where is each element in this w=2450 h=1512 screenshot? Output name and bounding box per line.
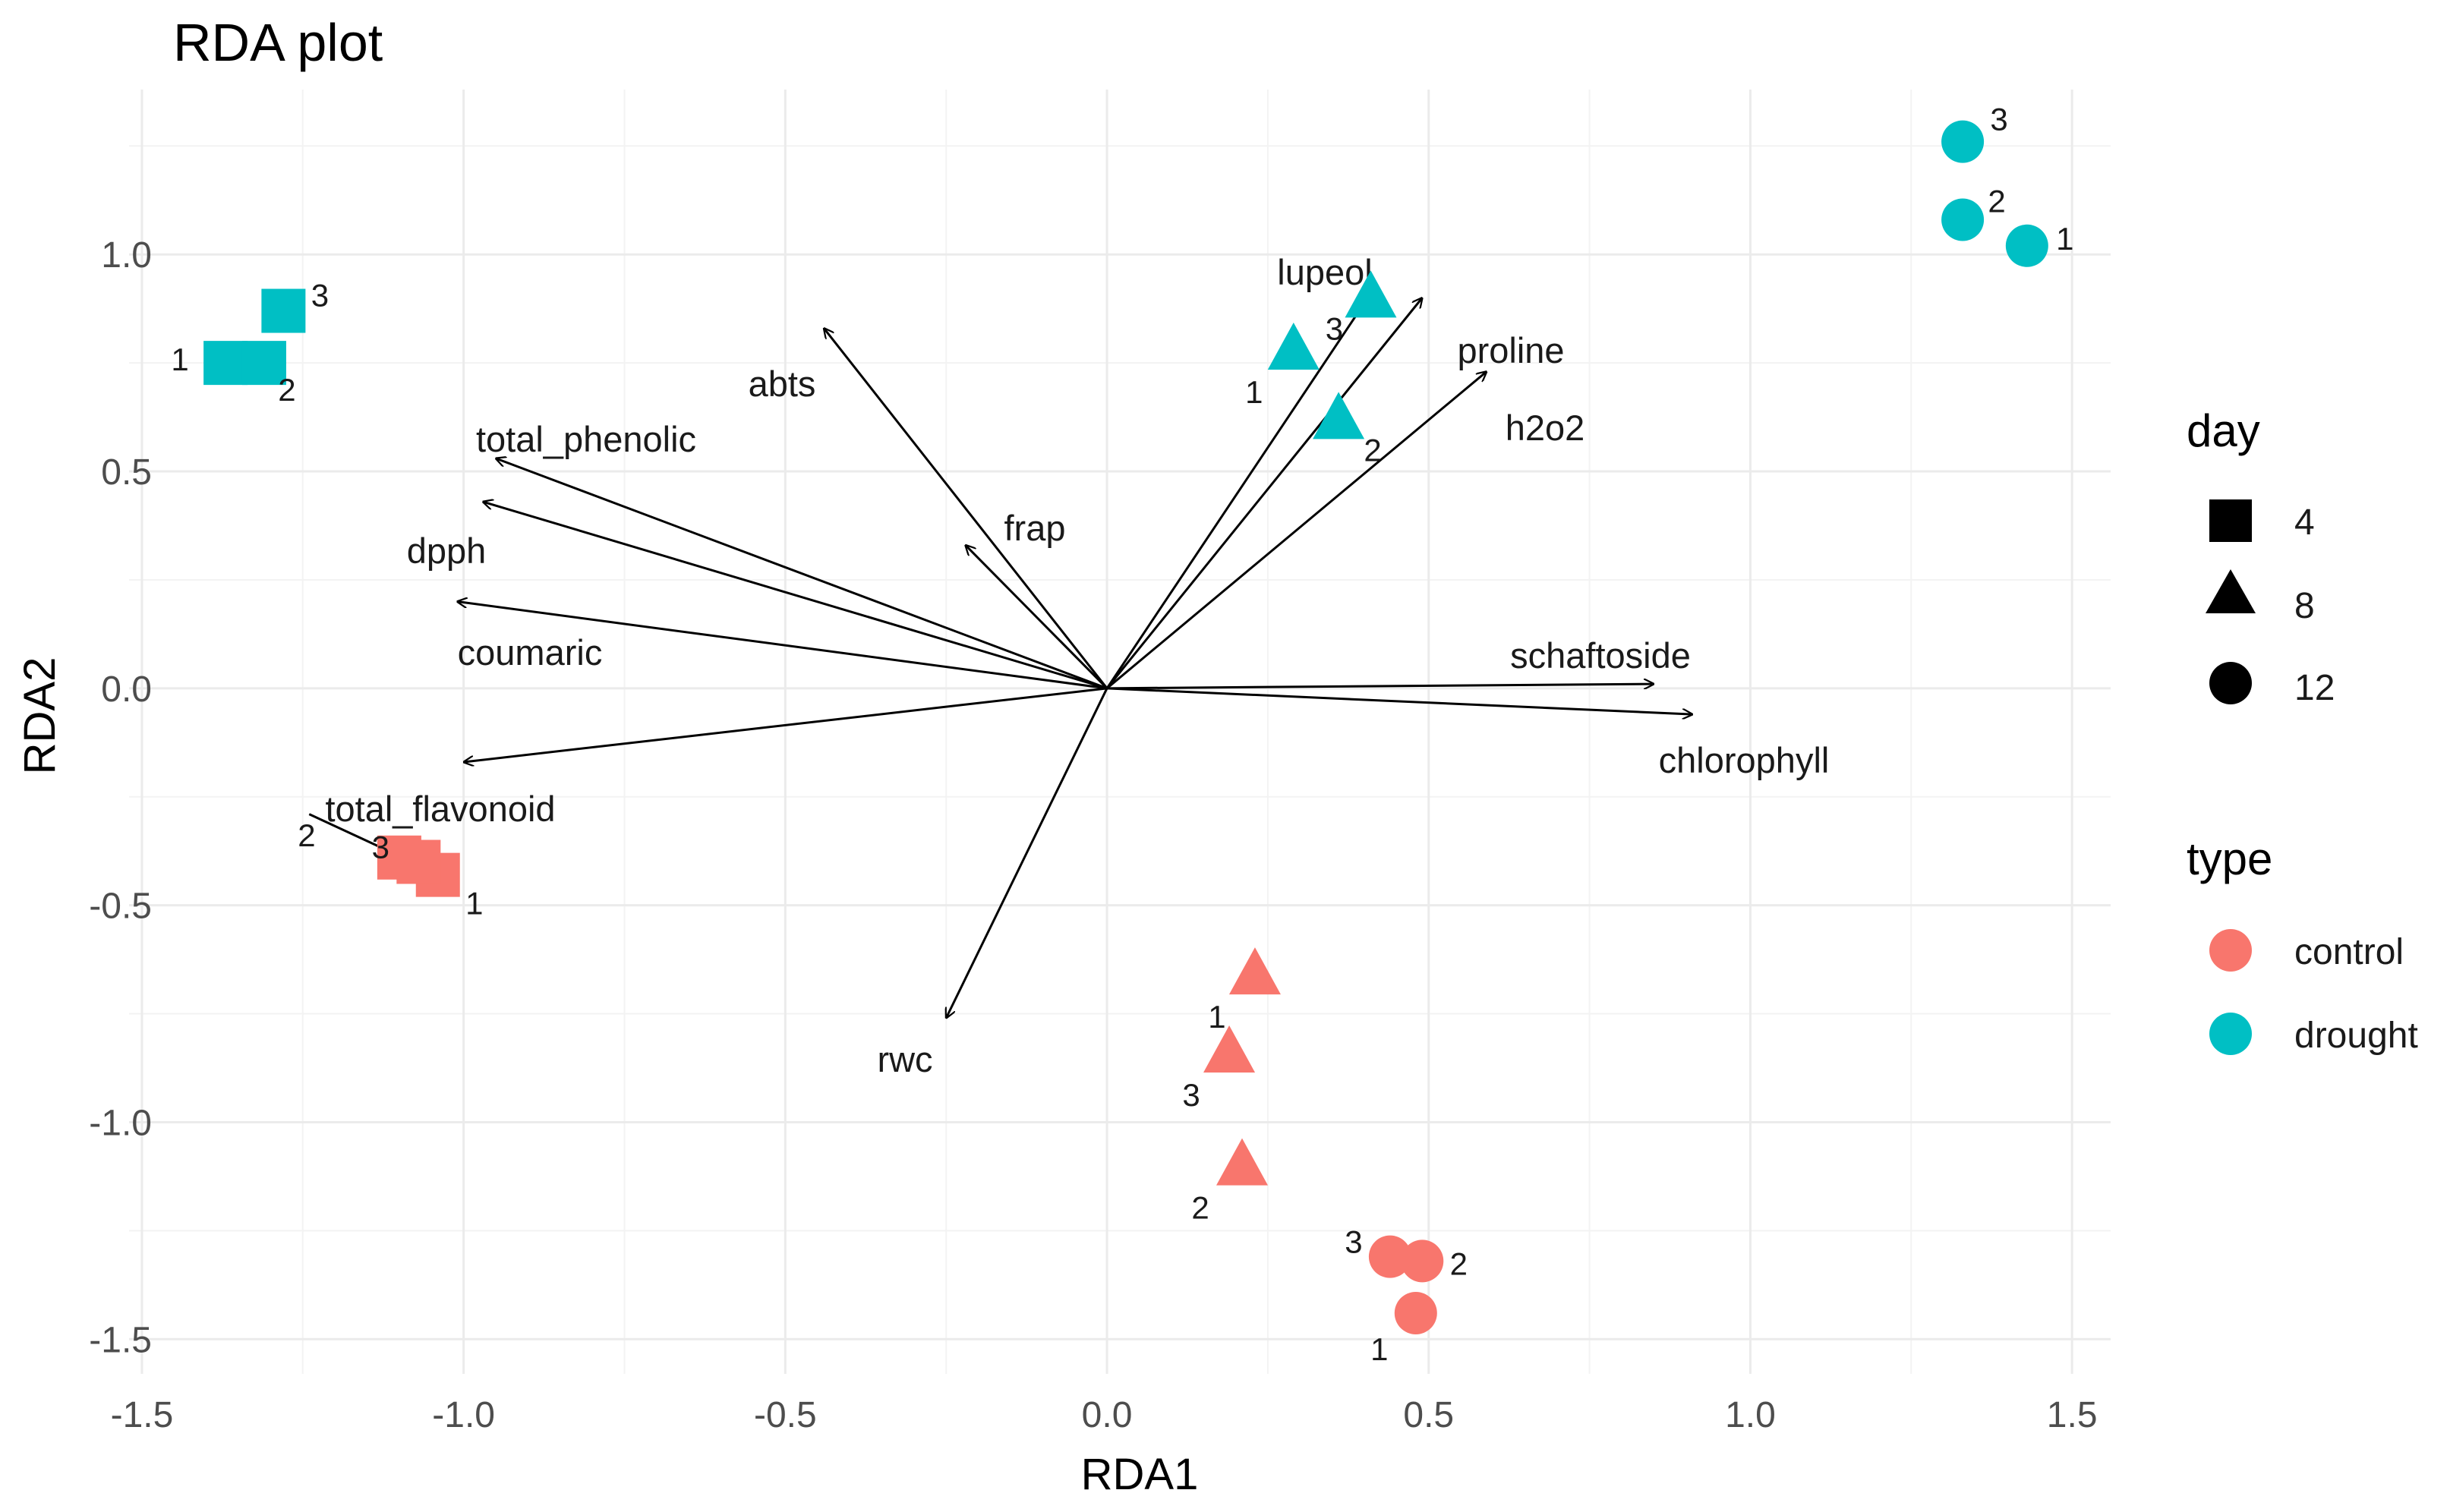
legend-control-swatch-icon xyxy=(2209,929,2252,972)
y-tick-label: -0.5 xyxy=(89,887,152,927)
arrow-label-total-phenolic: total_phenolic xyxy=(476,419,696,459)
point-control-day8-rep3 xyxy=(1203,1025,1256,1073)
x-tick-label: 0.5 xyxy=(1403,1395,1454,1435)
arrow-label-rwc: rwc xyxy=(877,1039,932,1079)
point-label-drought-day4-rep2: 2 xyxy=(278,372,295,408)
point-control-day12-rep1 xyxy=(1394,1291,1437,1334)
arrow-total-phenolic xyxy=(496,458,1108,690)
point-label-control-day12-rep3: 3 xyxy=(1345,1224,1362,1260)
y-axis-title: RDA2 xyxy=(15,657,65,775)
arrow-label-dpph: dpph xyxy=(407,531,487,571)
x-tick-label: -0.5 xyxy=(754,1395,817,1435)
arrow-label-coumaric: coumaric xyxy=(458,632,603,673)
point-drought-day8-rep1 xyxy=(1267,322,1320,370)
arrow-frap xyxy=(966,545,1108,689)
point-label-control-day12-rep1: 1 xyxy=(1370,1331,1388,1367)
arrow-label-frap: frap xyxy=(1004,508,1066,548)
arrow-chlorophyll xyxy=(1106,687,1692,714)
arrow-h2o2 xyxy=(1106,372,1487,689)
point-label-drought-day4-rep3: 3 xyxy=(311,278,329,313)
x-tick-label: -1.5 xyxy=(111,1395,174,1435)
point-label-drought-day8-rep3: 3 xyxy=(1326,310,1343,346)
grid xyxy=(129,90,2111,1374)
arrow-dpph xyxy=(483,502,1108,690)
x-tick-label: -1.0 xyxy=(432,1395,495,1435)
x-axis-title: RDA1 xyxy=(1081,1450,1199,1499)
point-label-drought-day8-rep1: 1 xyxy=(1245,374,1263,410)
point-label-drought-day4-rep1: 1 xyxy=(171,342,188,377)
point-control-day8-rep1 xyxy=(1228,947,1281,995)
x-tick-label: 1.0 xyxy=(1725,1395,1776,1435)
legend-type-label-control: control xyxy=(2294,932,2404,972)
arrow-label-lupeol: lupeol xyxy=(1277,252,1372,292)
legend-type-label-drought: drought xyxy=(2294,1016,2418,1056)
point-label-control-day8-rep1: 1 xyxy=(1208,999,1225,1035)
point-drought-day4-rep1 xyxy=(203,341,248,386)
point-drought-day12-rep3 xyxy=(1941,120,1985,163)
point-label-control-day4-rep3: 3 xyxy=(372,829,389,865)
arrow-total-flavonoid xyxy=(464,687,1108,762)
arrow-labels: lupeol proline h2o2 abts frap total_phenolicd… xyxy=(325,252,1829,1079)
arrow-rwc xyxy=(946,688,1108,1018)
point-control-day8-rep2 xyxy=(1216,1138,1269,1186)
legend-day-label-4: 4 xyxy=(2294,502,2315,543)
point-drought-day8-rep2 xyxy=(1313,392,1365,439)
legend-day-label-12: 12 xyxy=(2294,668,2335,708)
arrow-schaftoside xyxy=(1107,684,1654,690)
chart-title: RDA plot xyxy=(173,13,383,72)
point-label-control-day8-rep3: 3 xyxy=(1182,1077,1200,1113)
point-drought-day12-rep2 xyxy=(1941,198,1985,241)
arrow-label-h2o2: h2o2 xyxy=(1506,408,1585,448)
point-labels: 1 2 3 1 2 3 1 2 3 1 2 3 1 2 3 1 2 3 xyxy=(171,102,2073,1367)
y-tick-label: 0.0 xyxy=(101,669,152,710)
arrow-abts xyxy=(824,328,1108,689)
legend-day-label-8: 8 xyxy=(2294,586,2315,626)
y-tick-label: 1.0 xyxy=(101,235,152,276)
y-tick-label: 0.5 xyxy=(101,452,152,493)
point-drought-day8-rep3 xyxy=(1345,270,1397,318)
y-tick-label: -1.5 xyxy=(89,1320,152,1360)
point-drought-day4-rep3 xyxy=(261,288,306,333)
x-axis-tick-labels: -1.5 -1.0 -0.5 0.0 0.5 1.0 1.5 xyxy=(111,1395,2098,1435)
legend-day: day 4 8 12 xyxy=(2187,405,2335,708)
point-label-control-day4-rep1: 1 xyxy=(465,886,483,921)
point-control-day12-rep3 xyxy=(1368,1235,1411,1278)
point-label-control-day8-rep2: 2 xyxy=(1191,1190,1209,1226)
point-label-drought-day8-rep2: 2 xyxy=(1364,432,1381,468)
point-control-day12-rep2 xyxy=(1401,1240,1444,1283)
arrow-label-total-flavonoid: total_flavonoid xyxy=(325,789,555,829)
legend-circle-icon xyxy=(2209,662,2252,704)
arrow-label-schaftoside: schaftoside xyxy=(1510,635,1691,676)
point-label-drought-day12-rep2: 2 xyxy=(1988,183,2005,219)
x-tick-label: 0.0 xyxy=(1082,1395,1133,1435)
sample-points xyxy=(203,120,2048,1334)
point-control-day4-rep3 xyxy=(396,839,441,884)
point-drought-day4-rep2 xyxy=(241,341,286,386)
arrow-coumaric xyxy=(457,602,1108,690)
legend-drought-swatch-icon xyxy=(2209,1013,2252,1055)
arrow-label-abts: abts xyxy=(749,364,816,404)
legend-type: type control drought xyxy=(2187,833,2418,1056)
arrow-label-chlorophyll: chlorophyll xyxy=(1659,740,1830,780)
legend-type-title: type xyxy=(2187,833,2272,884)
legend-day-title: day xyxy=(2187,405,2260,456)
point-label-control-day4-rep2: 2 xyxy=(298,817,315,853)
arrow-proline xyxy=(1105,298,1422,689)
legend-triangle-icon xyxy=(2206,569,2256,613)
arrow-lupeol xyxy=(1105,294,1370,689)
point-label-drought-day12-rep1: 1 xyxy=(2056,221,2073,257)
y-tick-label: -1.0 xyxy=(89,1103,152,1143)
arrow-label-proline: proline xyxy=(1457,330,1564,370)
point-drought-day12-rep1 xyxy=(2005,224,2048,267)
legend-square-icon xyxy=(2209,499,2252,542)
point-label-control-day12-rep2: 2 xyxy=(1450,1246,1468,1281)
y-axis-tick-labels: -1.5 -1.0 -0.5 0.0 0.5 1.0 xyxy=(89,235,152,1360)
x-tick-label: 1.5 xyxy=(2047,1395,2098,1435)
point-label-drought-day12-rep3: 3 xyxy=(1990,102,2007,137)
